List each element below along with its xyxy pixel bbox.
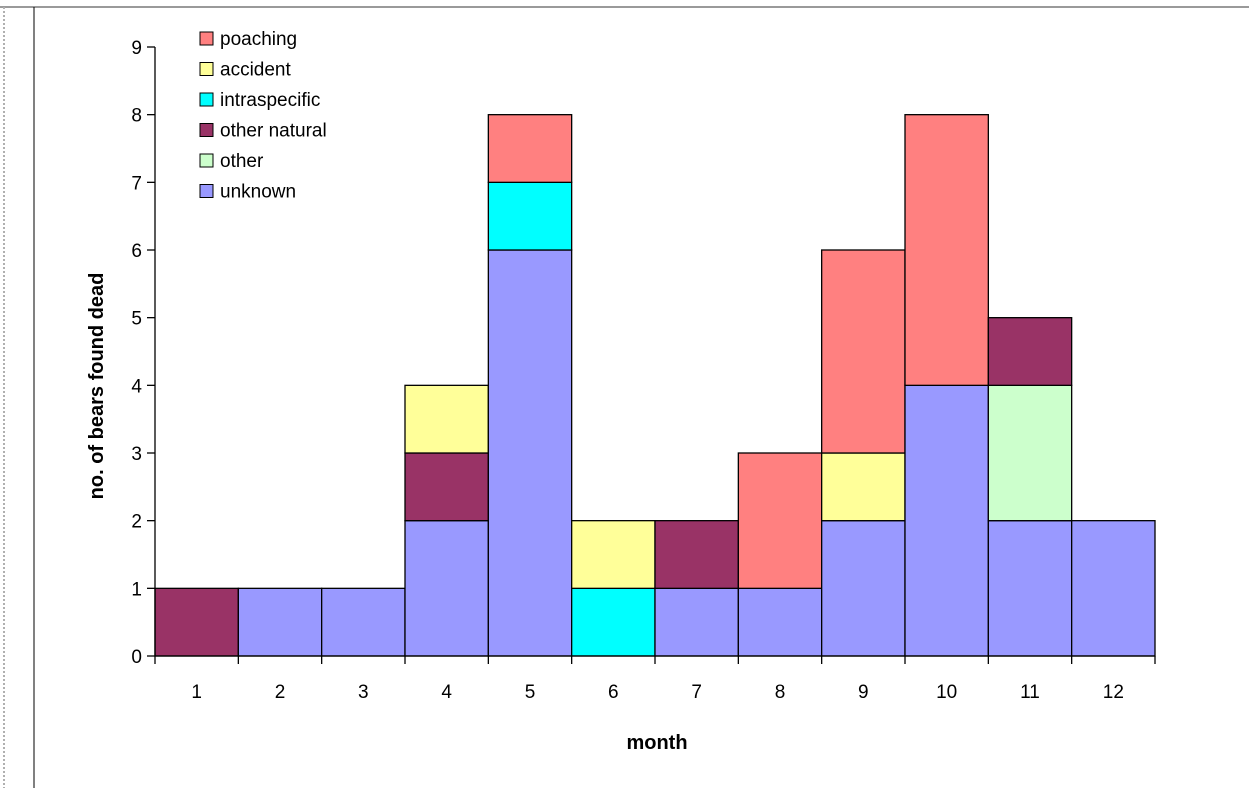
y-tick-label-8: 8	[131, 106, 142, 127]
bar-segment-other-natural-month-7	[654, 520, 739, 589]
x-axis-title: month	[626, 732, 687, 754]
x-tick-label-7: 7	[691, 682, 702, 703]
y-tick-label-2: 2	[131, 512, 142, 533]
x-tick-label-10: 10	[936, 682, 957, 703]
bar-segment-intraspecific-month-5	[487, 181, 573, 251]
bar-segment-poaching-month-9	[821, 249, 906, 454]
x-tick-label-12: 12	[1103, 682, 1124, 703]
bar-segment-accident-month-6	[571, 520, 656, 589]
bar-segment-other-month-11	[987, 384, 1073, 522]
bar-segment-poaching-month-10	[904, 114, 989, 386]
legend-label-unknown: unknown	[220, 182, 296, 203]
bar-segment-poaching-month-8	[737, 452, 823, 589]
bar-segment-intraspecific-month-6	[571, 587, 656, 657]
bar-segment-accident-month-9	[821, 452, 906, 522]
legend-label-poaching: poaching	[220, 29, 297, 50]
legend-swatch-accident	[199, 62, 214, 76]
y-axis-title: no. of bears found dead	[86, 273, 108, 500]
legend-label-intraspecific: intraspecific	[220, 90, 320, 111]
legend: poaching accident intraspecific other natur…	[199, 29, 327, 203]
y-tick-label-9: 9	[131, 38, 142, 59]
y-tick-label-4: 4	[131, 376, 142, 397]
bar-segment-other-natural-month-1	[154, 587, 239, 657]
legend-swatch-other-natural	[199, 123, 214, 137]
legend-label-other: other	[220, 151, 264, 172]
x-tick-label-9: 9	[858, 682, 869, 703]
y-tick-label-3: 3	[131, 444, 142, 465]
x-tick-label-2: 2	[275, 682, 286, 703]
legend-swatch-intraspecific	[199, 92, 214, 107]
bar-segment-accident-month-4	[404, 384, 489, 454]
legend-swatch-poaching	[199, 31, 214, 46]
axes-layer	[147, 46, 1156, 664]
bars-layer	[154, 114, 1156, 657]
legend-label-accident: accident	[220, 60, 291, 81]
y-tick-label-6: 6	[131, 241, 142, 262]
x-tick-label-3: 3	[358, 682, 369, 703]
legend-swatch-other	[199, 153, 214, 168]
bar-segment-unknown-month-4	[404, 520, 489, 657]
x-tick-label-1: 1	[191, 682, 202, 703]
bar-segment-unknown-month-3	[321, 587, 406, 657]
bar-segment-poaching-month-5	[487, 114, 573, 183]
y-tick-label-7: 7	[131, 173, 142, 194]
bar-segment-other-natural-month-4	[404, 452, 489, 522]
y-tick-label-0: 0	[131, 647, 142, 668]
bar-segment-other-natural-month-11	[987, 317, 1073, 386]
x-tick-label-8: 8	[775, 682, 786, 703]
legend-label-other-natural: other natural	[220, 121, 327, 142]
x-tick-label-6: 6	[608, 682, 619, 703]
bar-segment-unknown-month-10	[904, 384, 989, 657]
x-tick-label-5: 5	[525, 682, 536, 703]
bar-segment-unknown-month-5	[487, 249, 573, 657]
x-tick-label-11: 11	[1020, 682, 1040, 703]
legend-swatch-unknown	[199, 184, 214, 198]
bar-segment-unknown-month-9	[821, 520, 906, 657]
bar-segment-unknown-month-12	[1071, 520, 1156, 657]
bar-segment-unknown-month-7	[654, 587, 739, 657]
bar-segment-unknown-month-8	[737, 587, 823, 657]
y-tick-label-5: 5	[131, 309, 142, 330]
y-tick-label-1: 1	[131, 579, 142, 600]
x-tick-label-4: 4	[441, 682, 452, 703]
bar-segment-unknown-month-2	[237, 587, 323, 657]
bar-segment-unknown-month-11	[987, 520, 1073, 657]
